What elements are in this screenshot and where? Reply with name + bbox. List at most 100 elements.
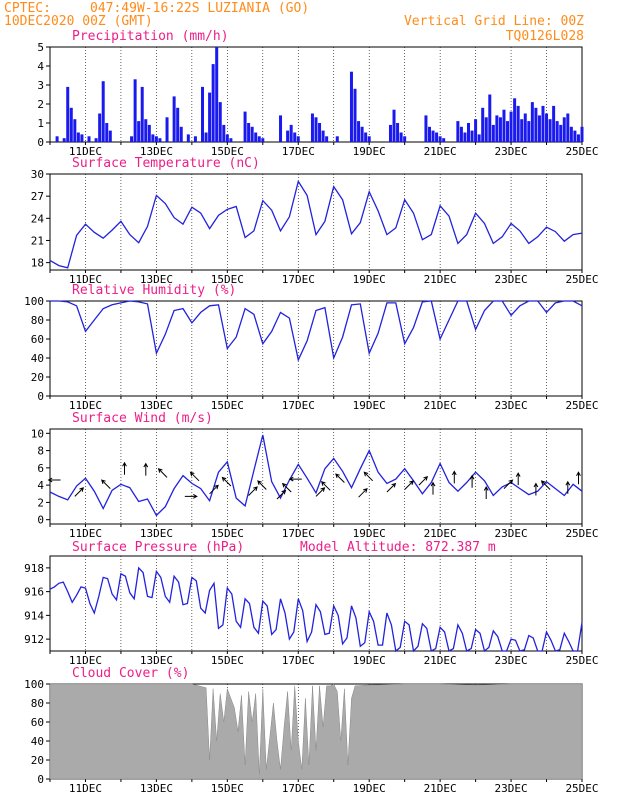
x-tick-label: 11DEC bbox=[69, 399, 102, 412]
x-tick-label: 19DEC bbox=[353, 654, 386, 667]
precip-bar bbox=[218, 102, 222, 142]
y-tick-label: 0 bbox=[37, 514, 44, 527]
precip-bar bbox=[229, 138, 233, 142]
x-tick-label: 25DEC bbox=[565, 654, 598, 667]
y-tick-label: 912 bbox=[24, 633, 44, 646]
y-tick-label: 18 bbox=[31, 257, 44, 270]
wind-arrow bbox=[418, 475, 429, 486]
x-tick-label: 19DEC bbox=[353, 782, 386, 795]
wind-arrow bbox=[503, 479, 514, 489]
precip-bar bbox=[261, 138, 265, 142]
precip-bar bbox=[286, 130, 290, 142]
precip-bar bbox=[552, 105, 556, 142]
temp-line bbox=[49, 179, 583, 269]
wind-arrow bbox=[576, 471, 581, 485]
precip-bar bbox=[293, 132, 297, 142]
wind-arrow bbox=[430, 481, 436, 495]
header-grid-note: Vertical Grid Line: 00Z bbox=[404, 14, 584, 29]
x-tick-label: 15DEC bbox=[211, 273, 244, 286]
x-tick-label: 13DEC bbox=[140, 527, 173, 540]
x-tick-label: 19DEC bbox=[353, 399, 386, 412]
precip-bar bbox=[442, 138, 446, 142]
precip-bar bbox=[360, 126, 364, 142]
precip-bar bbox=[289, 124, 293, 142]
y-tick-label: 2 bbox=[37, 496, 44, 509]
wind-arrow bbox=[101, 479, 111, 489]
precip-bar bbox=[566, 113, 570, 142]
precip-bar bbox=[527, 121, 531, 142]
humidity-plot: 0 20 40 60 80 100 11DEC 13DEC 15DEC 17DEC 19DEC 21D… bbox=[24, 295, 598, 412]
y-tick-label: 2 bbox=[37, 98, 44, 111]
precip-bar bbox=[55, 136, 59, 142]
precip-bar bbox=[573, 130, 577, 142]
pressure-title: Surface Pressure (hPa) bbox=[72, 540, 244, 555]
x-tick-label: 15DEC bbox=[211, 145, 244, 158]
precip-bar bbox=[559, 124, 563, 142]
precip-bar bbox=[66, 86, 70, 142]
x-tick-label: 13DEC bbox=[140, 273, 173, 286]
pressure-frame bbox=[49, 555, 583, 652]
precip-bar bbox=[353, 88, 357, 142]
precip-bar bbox=[101, 81, 105, 142]
precip-bar bbox=[211, 64, 215, 142]
wind-arrow bbox=[74, 487, 85, 497]
x-tick-label: 23DEC bbox=[495, 145, 528, 158]
precip-bar bbox=[144, 119, 148, 142]
x-tick-label: 13DEC bbox=[140, 399, 173, 412]
precip-bar bbox=[495, 115, 499, 142]
y-tick-label: 100 bbox=[24, 678, 44, 691]
precip-bar bbox=[87, 136, 91, 142]
wind-arrow bbox=[315, 487, 326, 497]
precip-bar bbox=[201, 86, 205, 142]
temperature-frame bbox=[49, 173, 583, 271]
x-tick-label: 13DEC bbox=[140, 654, 173, 667]
precip-bar bbox=[459, 126, 463, 142]
precip-bar bbox=[364, 132, 368, 142]
precip-bar bbox=[108, 130, 112, 142]
precip-bar bbox=[179, 126, 183, 142]
y-tick-label: 40 bbox=[31, 735, 44, 748]
precip-bar bbox=[467, 123, 471, 142]
x-tick-label: 19DEC bbox=[353, 145, 386, 158]
precip-bar bbox=[133, 79, 137, 142]
precip-bar bbox=[424, 115, 428, 142]
precip-bar bbox=[523, 113, 527, 142]
precip-bar bbox=[158, 138, 162, 142]
precip-bar bbox=[403, 136, 407, 142]
precip-bar bbox=[399, 132, 403, 142]
wind-arrow bbox=[184, 493, 198, 499]
wind-plot: 0 2 4 6 8 10 11DEC 13DEC 15DEC 17DEC 19DEC 21DEC 23D… bbox=[31, 427, 599, 540]
precip-bar bbox=[509, 111, 513, 142]
precip-bar bbox=[222, 124, 226, 142]
wind-arrow bbox=[281, 482, 292, 493]
precip-bar bbox=[477, 134, 481, 142]
pressure-panel: Surface Pressure (hPa) Model Altitude: 8… bbox=[24, 540, 598, 667]
precip-bar bbox=[318, 123, 322, 142]
humidity-frame bbox=[49, 300, 583, 397]
temperature-title: Surface Temperature (nC) bbox=[72, 156, 260, 171]
y-tick-label: 6 bbox=[37, 462, 44, 475]
y-tick-label: 0 bbox=[37, 773, 44, 786]
y-tick-label: 918 bbox=[24, 562, 44, 575]
precip-bar bbox=[215, 47, 219, 142]
precip-bar bbox=[484, 117, 488, 142]
wind-arrow bbox=[540, 480, 551, 490]
precip-bar bbox=[530, 102, 534, 142]
x-tick-label: 19DEC bbox=[353, 273, 386, 286]
cloud-plot: 0 20 40 60 80 100 11DEC 13DEC 15DEC 17DEC 19DEC 21D… bbox=[24, 678, 598, 795]
humidity-panel: Relative Humidity (%) 0 20 40 60 80 100 11DEC 1… bbox=[24, 283, 598, 412]
precip-bar bbox=[335, 136, 339, 142]
x-tick-label: 19DEC bbox=[353, 527, 386, 540]
y-tick-label: 20 bbox=[31, 371, 44, 384]
precip-bar bbox=[498, 117, 502, 142]
precip-bar bbox=[105, 123, 109, 142]
x-tick-label: 23DEC bbox=[495, 399, 528, 412]
x-tick-label: 21DEC bbox=[424, 145, 457, 158]
x-tick-label: 11DEC bbox=[69, 273, 102, 286]
precip-bar bbox=[456, 121, 460, 142]
precip-bar bbox=[279, 115, 283, 142]
precip-bar bbox=[481, 107, 485, 142]
wind-arrow bbox=[288, 476, 302, 482]
x-tick-label: 25DEC bbox=[565, 399, 598, 412]
